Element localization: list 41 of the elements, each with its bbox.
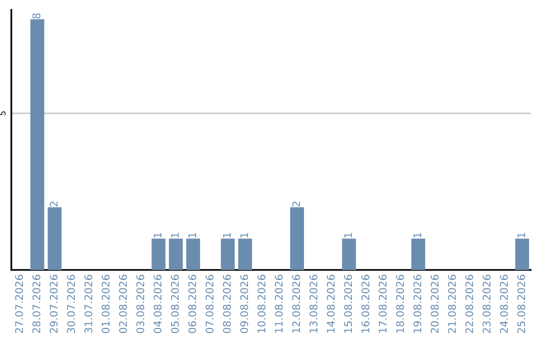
data-label: 2 <box>292 202 300 207</box>
data-label: 1 <box>240 232 248 238</box>
x-tick-label: 23.08.2026 <box>482 274 491 334</box>
x-tick-label: 13.08.2026 <box>310 274 318 333</box>
x-tick-label: 08.08.2026 <box>222 274 231 334</box>
x-tick-label: 29.07.2026 <box>50 274 58 334</box>
x-tick-label: 28.07.2026 <box>32 274 40 334</box>
x-tick-label: 27.07.2026 <box>15 274 24 334</box>
x-tick-label: 21.08.2026 <box>448 274 456 334</box>
x-tick-label: 17.08.2026 <box>378 274 387 333</box>
x-tick-label: 18.08.2026 <box>396 274 404 333</box>
x-tick-label: 10.08.2026 <box>258 274 266 333</box>
x-tick-label: 02.08.2026 <box>119 274 127 334</box>
x-tick-label: 30.07.2026 <box>67 274 75 333</box>
x-tick-label: 16.08.2026 <box>361 274 370 333</box>
data-label: 2 <box>50 202 58 207</box>
x-tick-label: 20.08.2026 <box>430 274 439 334</box>
data-label: 1 <box>414 232 422 238</box>
data-label: 1 <box>154 232 162 238</box>
x-tick-label: 05.08.2026 <box>170 274 179 334</box>
x-tick-label: 14.08.2026 <box>326 274 335 333</box>
x-tick-label: 06.08.2026 <box>188 274 196 334</box>
x-tick-label: 01.08.2026 <box>102 274 110 334</box>
x-tick-label: 07.08.2026 <box>206 274 214 334</box>
data-label: 1 <box>344 232 352 238</box>
x-tick-label: 25.08.2026 <box>517 274 526 334</box>
x-tick-label: 11.08.2026 <box>274 274 283 333</box>
data-label: 1 <box>188 232 196 238</box>
data-label: 8 <box>32 13 40 19</box>
x-tick-label: 15.08.2026 <box>344 274 352 333</box>
x-tick-label: 03.08.2026 <box>136 274 144 334</box>
data-label: 1 <box>223 232 231 238</box>
x-tick-label: 04.08.2026 <box>154 274 162 334</box>
x-tick-label: 24.08.2026 <box>500 274 508 334</box>
x-tick-label: 19.08.2026 <box>413 274 422 333</box>
data-label: 1 <box>171 232 179 238</box>
data-label: 1 <box>517 232 526 238</box>
x-tick-label: 09.08.2026 <box>240 274 248 334</box>
x-tick-label: 22.08.2026 <box>465 274 474 334</box>
x-tick-label: 31.07.2026 <box>84 274 92 333</box>
x-tick-label: 12.08.2026 <box>292 274 300 333</box>
